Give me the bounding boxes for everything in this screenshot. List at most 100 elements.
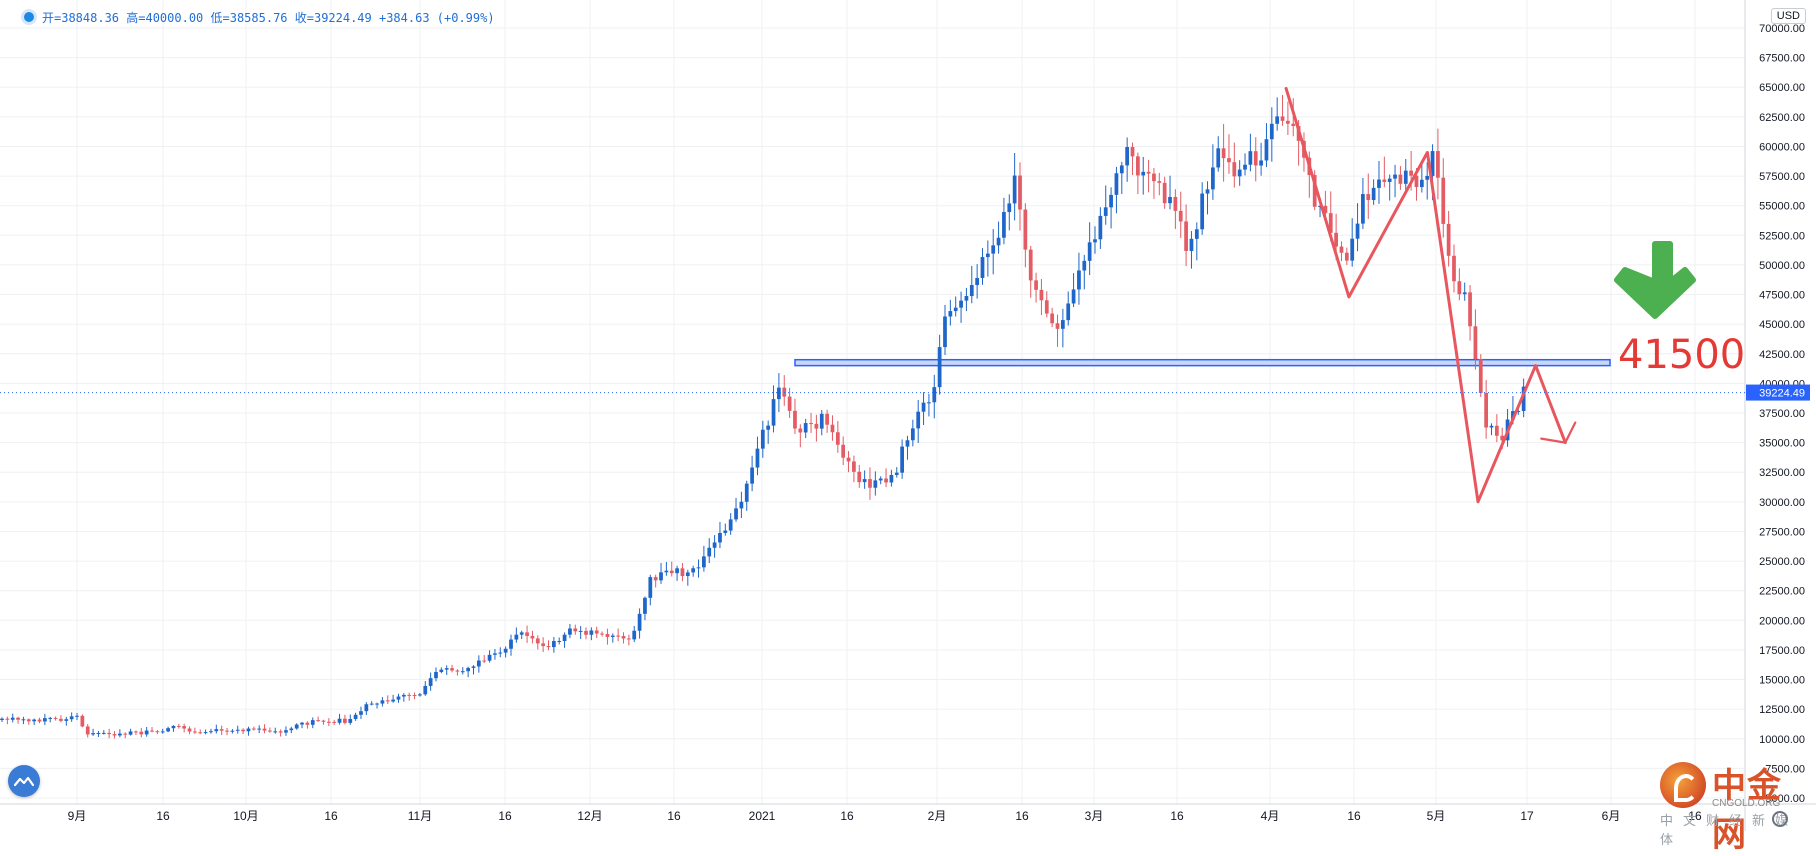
x-tick-label: 16	[1015, 809, 1029, 823]
candle-body	[750, 467, 754, 484]
candle-body	[1259, 160, 1263, 166]
candle-body	[209, 731, 213, 733]
candle-body	[525, 632, 529, 636]
candle-body	[835, 432, 840, 445]
candle-body	[289, 728, 294, 731]
candle-body	[669, 570, 674, 574]
y-tick-label: 45000.00	[1759, 319, 1805, 331]
candle-body	[278, 731, 283, 733]
candle-body	[696, 567, 701, 569]
candle-body	[884, 478, 888, 483]
series-visibility-icon[interactable]	[24, 12, 34, 22]
candle-body	[1082, 260, 1087, 271]
candle-body	[712, 542, 717, 548]
candle-body	[953, 307, 958, 312]
candle-body	[1200, 193, 1205, 230]
candle-body	[118, 733, 122, 736]
chart-background	[0, 0, 1816, 831]
y-tick-label: 25000.00	[1759, 556, 1805, 568]
candle-body	[144, 730, 149, 735]
candle-body	[664, 570, 669, 573]
x-tick-label: 16	[1688, 809, 1702, 823]
candle-body	[1446, 223, 1451, 256]
candle-body	[1221, 148, 1226, 159]
watermark-sub: CNGOLD.ORG	[1712, 798, 1781, 809]
last-price-label: 39224.49	[1759, 388, 1805, 400]
candle-body	[128, 731, 133, 735]
candle-body	[101, 732, 106, 734]
y-tick-label: 55000.00	[1759, 201, 1805, 213]
candle-body	[1409, 170, 1413, 176]
candle-body	[969, 285, 974, 297]
candle-body	[380, 700, 385, 704]
candle-body	[605, 633, 610, 637]
x-tick-label: 2月	[928, 809, 947, 823]
candle-body	[155, 731, 160, 733]
candle-body	[1023, 209, 1028, 250]
candle-body	[841, 444, 846, 458]
candle-body	[1248, 151, 1253, 165]
candle-body	[96, 732, 101, 734]
y-tick-label: 32500.00	[1759, 467, 1805, 479]
candle-body	[964, 296, 969, 301]
candle-body	[707, 547, 712, 557]
candlestick-chart[interactable]: 70000.00 67500.00 65000.00 62500.00 60000.00…	[0, 0, 1816, 831]
y-tick-label: 12500.00	[1759, 704, 1805, 716]
candle-body	[551, 641, 556, 648]
level-label: 41500	[1618, 332, 1745, 378]
candle-body	[541, 643, 546, 647]
candle-body	[396, 696, 401, 700]
tradingview-logo-icon[interactable]	[8, 765, 40, 797]
candle-body	[150, 730, 154, 732]
candle-body	[1312, 175, 1317, 207]
candle-body	[535, 638, 540, 644]
candle-body	[1323, 205, 1328, 214]
y-tick-label: 50000.00	[1759, 260, 1805, 272]
candle-body	[546, 646, 551, 648]
y-tick-label: 17500.00	[1759, 645, 1805, 657]
candle-body	[10, 717, 15, 720]
settings-gear-icon[interactable]	[1772, 811, 1788, 827]
candle-body	[225, 730, 229, 732]
currency-label[interactable]: USD	[1770, 8, 1806, 24]
candle-body	[589, 630, 594, 635]
candle-body	[1178, 210, 1183, 222]
candle-body	[343, 718, 347, 723]
candle-body	[744, 483, 749, 502]
candle-body	[1243, 164, 1247, 170]
candle-body	[257, 728, 262, 730]
candle-body	[1253, 151, 1258, 166]
candle-body	[927, 402, 931, 404]
candle-body	[562, 634, 567, 641]
x-tick-label: 3月	[1085, 809, 1104, 823]
candle-body	[482, 660, 487, 662]
candle-body	[943, 316, 947, 348]
x-tick-label: 16	[667, 809, 681, 823]
candle-body	[771, 399, 776, 426]
candle-body	[653, 577, 658, 581]
candle-body	[369, 703, 374, 705]
candle-body	[894, 472, 899, 475]
candle-body	[310, 720, 315, 725]
y-tick-label: 42500.00	[1759, 349, 1805, 361]
candle-body	[1162, 182, 1167, 204]
candle-body	[1028, 249, 1033, 281]
candle-body	[916, 411, 921, 429]
y-tick-label: 47500.00	[1759, 290, 1805, 302]
x-tick-label: 16	[324, 809, 338, 823]
candle-body	[1344, 252, 1349, 261]
x-tick-label: 12月	[577, 809, 602, 823]
candle-body	[509, 639, 513, 649]
candle-body	[1125, 147, 1130, 166]
pattern-layer	[1284, 86, 1577, 504]
candle-body	[857, 471, 862, 483]
y-tick-label: 22500.00	[1759, 586, 1805, 598]
down-arrow-icon	[1614, 241, 1696, 319]
candle-body	[1050, 313, 1055, 324]
candle-body	[182, 726, 187, 729]
watermark-logo-icon	[1660, 762, 1706, 808]
candle-body	[1237, 169, 1242, 177]
candle-body	[262, 728, 267, 731]
candle-body	[171, 725, 176, 729]
candle-body	[557, 640, 562, 642]
